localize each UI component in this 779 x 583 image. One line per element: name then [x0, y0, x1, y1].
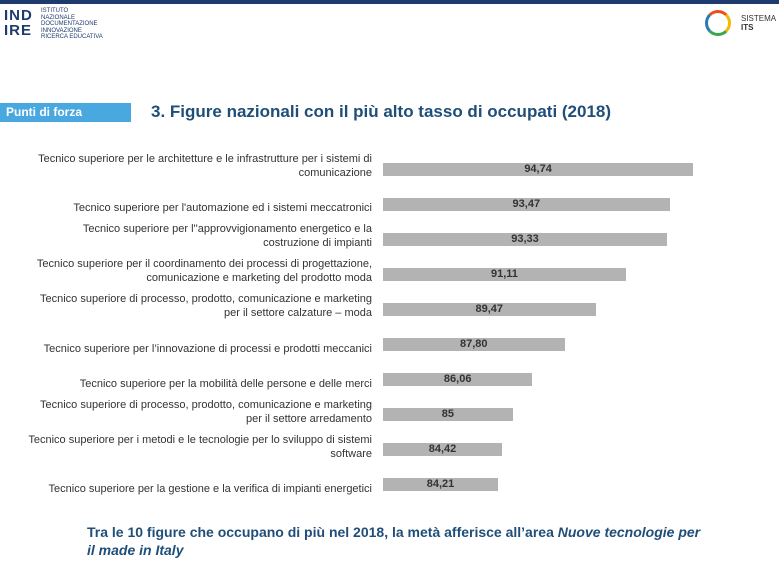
bar [383, 408, 513, 422]
footer-text: Tra le 10 figure che occupano di più nel… [87, 524, 558, 540]
category-label: Tecnico superiore per l'automazione ed i… [73, 202, 372, 215]
value-label: 94,74 [524, 162, 552, 175]
category-label: Tecnico superiore di processo, prodotto,… [39, 398, 372, 425]
bar [383, 302, 596, 316]
value-label: 93,47 [512, 197, 541, 210]
category-label: Tecnico superiore per le architetture e … [38, 153, 372, 179]
institute-name: ISTITUTO NAZIONALE DOCUMENTAZIONE INNOVA… [41, 8, 103, 40]
bar [383, 443, 502, 457]
bar [383, 373, 533, 387]
bar [383, 338, 565, 351]
brand-small: SISTEMA [741, 14, 777, 23]
footer-emphasis: Nuove tecnologie per il made in Italy [87, 524, 701, 558]
bar [383, 197, 670, 211]
category-label: Tecnico superiore per l’innovazione di p… [43, 342, 372, 355]
bar [383, 267, 626, 281]
category-label: Tecnico superiore per i metodi e le tecn… [28, 433, 372, 460]
category-label: Tecnico superiore per la mobilità delle … [79, 377, 372, 390]
value-label: 93,33 [511, 232, 539, 245]
category-label: Tecnico superiore di processo, prodotto,… [39, 293, 372, 320]
category-label: Tecnico superiore per la gestione e la v… [48, 482, 372, 495]
value-label: 91,11 [490, 267, 518, 280]
logo: IND IRE [4, 7, 33, 39]
brand: ITS [741, 23, 754, 32]
value-label: 86,06 [443, 373, 472, 386]
value-label: 87,80 [460, 338, 488, 350]
value-label: 84,42 [428, 443, 457, 456]
bar [383, 162, 694, 176]
its-logo [705, 10, 731, 36]
footer: Tra le 10 figure che occupano di più nel… [87, 523, 707, 559]
value-label: 84,21 [426, 478, 455, 491]
chart-title: 3. Figure nazionali con il più alto tass… [151, 102, 612, 121]
category-label: Tecnico superiore per il coordinamento d… [36, 258, 372, 285]
top-rule [0, 0, 779, 4]
section-tag: Punti di forza [0, 103, 131, 122]
bar [383, 478, 499, 492]
value-label: 89,47 [475, 302, 504, 315]
value-label: 85 [441, 408, 454, 421]
bar [383, 232, 668, 246]
category-label: Tecnico superiore per l''approvvigioname… [82, 223, 372, 250]
